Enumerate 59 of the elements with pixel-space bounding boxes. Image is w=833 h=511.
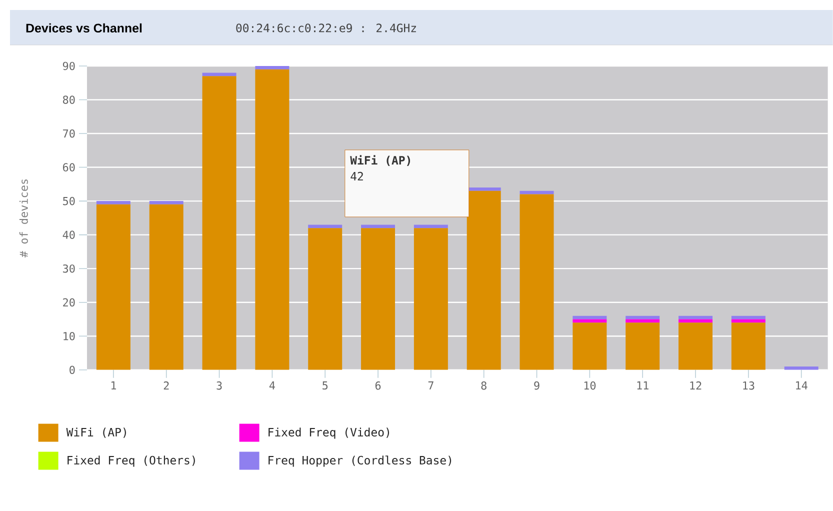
bar xyxy=(626,319,660,323)
bar xyxy=(414,224,448,228)
bar xyxy=(626,322,660,370)
y-tick-label: 80 xyxy=(62,96,75,104)
x-tick-label: 3 xyxy=(216,381,222,390)
bar xyxy=(361,228,396,370)
x-tick-label: 4 xyxy=(269,381,275,390)
bar xyxy=(466,188,501,191)
x-tick-label: 7 xyxy=(428,381,434,390)
y-tick-label: 0 xyxy=(70,366,75,374)
x-tick-label: 11 xyxy=(637,381,648,390)
bar xyxy=(308,228,342,370)
bar xyxy=(520,190,554,194)
y-tick-label: 40 xyxy=(62,230,75,240)
y-axis-title: # of devices xyxy=(19,180,28,258)
bar xyxy=(361,224,396,228)
x-tick-label: 8 xyxy=(481,381,486,390)
chart-title: Devices vs Channel xyxy=(26,23,142,33)
x-tick-label: 10 xyxy=(584,381,596,390)
x-tick-label: 1 xyxy=(111,381,116,390)
legend-label: Fixed Freq (Others) xyxy=(68,456,195,467)
x-tick-label: 2 xyxy=(164,381,169,390)
y-tick-label: 60 xyxy=(63,163,75,172)
x-tick-label: 9 xyxy=(534,381,540,390)
bar xyxy=(678,319,713,323)
x-tick-label: 14 xyxy=(796,381,808,390)
x-tick-label: 6 xyxy=(375,381,381,390)
legend-label: Fixed Freq (Video) xyxy=(268,428,390,439)
bar xyxy=(678,322,713,370)
y-tick-label: 50 xyxy=(63,196,75,206)
x-tick-label: 13 xyxy=(743,381,754,390)
annotation: 42 xyxy=(350,172,363,180)
bar xyxy=(572,319,607,323)
bar xyxy=(149,204,184,370)
y-tick-label: 20 xyxy=(63,298,75,307)
x-tick-label: 12 xyxy=(690,381,702,390)
bar xyxy=(202,76,236,370)
legend-label: Freq Hopper (Cordless Base) xyxy=(268,456,452,467)
bar xyxy=(255,66,290,70)
bar xyxy=(202,72,236,76)
bar xyxy=(520,194,554,370)
annotation: WiFi (AP) xyxy=(350,155,410,166)
bar xyxy=(731,322,766,370)
y-tick-label: 70 xyxy=(63,129,75,138)
bar xyxy=(255,69,290,370)
chart-subtitle: 00:24:6c:c0:22:e9 : 2.4GHz xyxy=(236,24,416,32)
bar xyxy=(731,319,766,323)
bar xyxy=(149,201,184,204)
bar xyxy=(308,224,342,228)
bar xyxy=(414,228,448,370)
y-tick-label: 10 xyxy=(64,332,75,340)
bar xyxy=(466,190,501,370)
y-tick-label: 90 xyxy=(62,62,75,70)
legend-label: WiFi (AP) xyxy=(66,428,126,438)
bar xyxy=(96,201,130,204)
x-tick-label: 5 xyxy=(322,381,328,390)
y-tick-label: 30 xyxy=(63,264,75,273)
bar xyxy=(96,204,130,370)
bar xyxy=(572,322,607,370)
